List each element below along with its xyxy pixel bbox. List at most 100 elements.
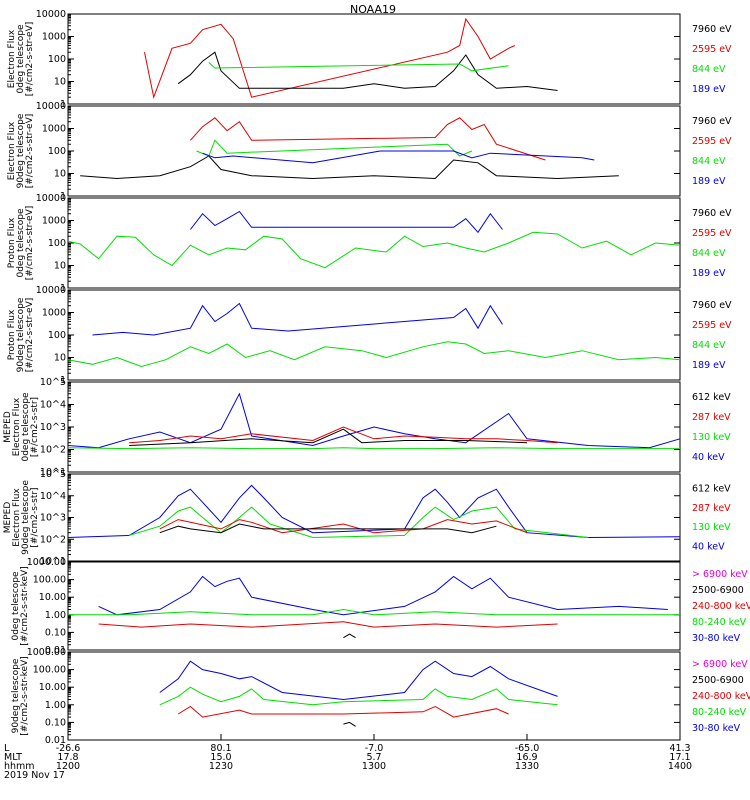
x-tick-label: 17.8 [57,752,78,763]
chart-title: NOAA19 [350,3,396,16]
x-tick-label: -7.0 [365,743,384,754]
panel-1: 1 10 100 1000 10000 Electron Flux 0deg telesco… [7,9,732,110]
date-label: 2019 Nov 17 [4,770,65,781]
y-tick-label: 1.00 [45,610,66,621]
y-axis-label: 90deg telescope [21,480,31,555]
series-red [144,17,516,100]
legend-entry: 80-240 keV [692,707,747,718]
x-tick-label: 17.1 [669,752,690,763]
series-green [159,686,558,706]
series-blue [98,575,668,616]
x-row-label: MLT [4,752,22,763]
y-axis-label: Electron Flux [7,121,17,180]
y-axis-label: 0deg telescope [11,571,21,641]
series-blue [159,660,558,701]
y-tick-label: 10^4 [40,491,66,502]
panel-2: 1 10 100 1000 10000 Electron Flux 90deg telesc… [7,101,732,202]
legend-entry: 287 keV [692,412,731,423]
legend-entry: 240-800 keV [692,691,750,702]
y-tick-label: 0.10 [45,627,66,638]
x-tick-label: 1230 [209,761,233,772]
y-tick-label: 10^4 [40,400,66,411]
series-red [177,705,509,718]
y-axis-label: Proton Flux [7,309,17,360]
series-green [208,62,509,72]
panel-4: 1 10 100 1000 10000 Proton Flux 90deg telescop… [7,285,732,386]
y-tick-label: 10^1 [40,556,66,567]
legend-entry: 612 keV [692,484,731,495]
y-tick-label: 10 [54,77,66,88]
y-axis-label: Electron Flux [12,488,22,547]
y-tick-label: 100 [48,238,66,249]
legend-entry: 844 eV [692,156,726,167]
series-blue [202,150,595,164]
y-tick-label: 1000.00 [27,557,66,568]
series-red [129,426,558,444]
panel-6: 10^1 10^2 10^3 10^4 10^5 MEPED Electron Flux 90… [3,469,731,567]
series-red [98,621,558,628]
legend-entry: 30-80 keV [692,633,741,644]
x-row-label: hhmm [4,761,35,772]
y-axis-label: [#/cm2-s-str-eV] [25,206,35,281]
series-green [196,139,473,157]
series-black [343,721,356,727]
y-axis-label: [#/cm2-s-str-eV] [25,298,35,373]
legend-entry: 612 keV [692,392,731,403]
series-black [129,428,528,446]
legend-entry: 2500-6900 [692,585,744,596]
y-axis-label: [#/cm2-s-str-keV] [20,656,30,735]
series-black [80,155,619,180]
y-tick-label: 1000 [42,216,66,227]
legend-entry: 189 eV [692,360,726,371]
series-green [68,608,680,616]
y-tick-label: 10^3 [40,422,66,433]
y-tick-label: 1000 [42,124,66,135]
legend-entry: 2595 eV [692,136,732,147]
y-tick-label: 0.01 [45,735,66,746]
y-tick-label: 10.00 [39,682,66,693]
panel-8: 0.01 0.10 1.00 10.00 100.00 1000.00 90deg tele… [11,647,750,746]
x-axis: L -26.6 80.1 -7.0 -65.0 41.3 MLT 17.8 15.0 5.7 16.… [4,734,692,781]
y-axis-label: Electron Flux [7,29,17,88]
legend-entry: 189 eV [692,176,726,187]
y-tick-label: 10^2 [40,445,66,456]
y-axis-label: 0deg telescope [21,392,31,462]
y-tick-label: 10 [54,261,66,272]
legend-entry: 40 keV [692,452,725,463]
panel-frame [67,197,681,289]
y-tick-label: 10000 [36,101,66,112]
x-tick-label: 41.3 [669,743,690,754]
legend-entry: 189 eV [692,268,726,279]
legend-entry: > 6900 keV [692,569,748,580]
legend-entry: 80-240 keV [692,617,747,628]
y-tick-label: 10000 [36,193,66,204]
x-row-label: L [4,743,10,754]
y-tick-label: 0.01 [45,645,66,656]
series-blue [92,302,503,336]
x-tick-label: 80.1 [210,743,231,754]
legend-entry: 844 eV [692,248,726,259]
panel-frame [67,561,681,651]
series-red [190,117,546,161]
chart-panels: 1 10 100 1000 10000 Electron Flux 0deg telesco… [3,9,750,746]
y-tick-label: 10000 [36,9,66,20]
y-axis-label: 90deg telescope [16,297,26,372]
panel-frame [67,105,681,197]
y-axis-label: 90deg telescope [11,658,21,733]
series-black [177,51,558,91]
y-axis-label: 0deg telescope [16,208,26,278]
y-tick-label: 1 [60,375,66,386]
x-tick-label: -65.0 [515,743,540,754]
panel-frame [67,13,681,105]
y-tick-label: 100.00 [33,665,66,676]
y-axis-label: MEPED [3,411,13,443]
y-axis-label: [#/cm2-s-str-keV] [20,566,30,645]
legend-entry: 130 keV [692,522,731,533]
y-tick-label: 100 [48,54,66,65]
y-axis-label: [#/cm2-s-str] [30,487,40,547]
x-tick-label: 5.7 [366,752,381,763]
legend-entry: 40 keV [692,542,725,553]
legend-entry: 30-80 keV [692,723,741,734]
legend-entry: 2595 eV [692,228,732,239]
